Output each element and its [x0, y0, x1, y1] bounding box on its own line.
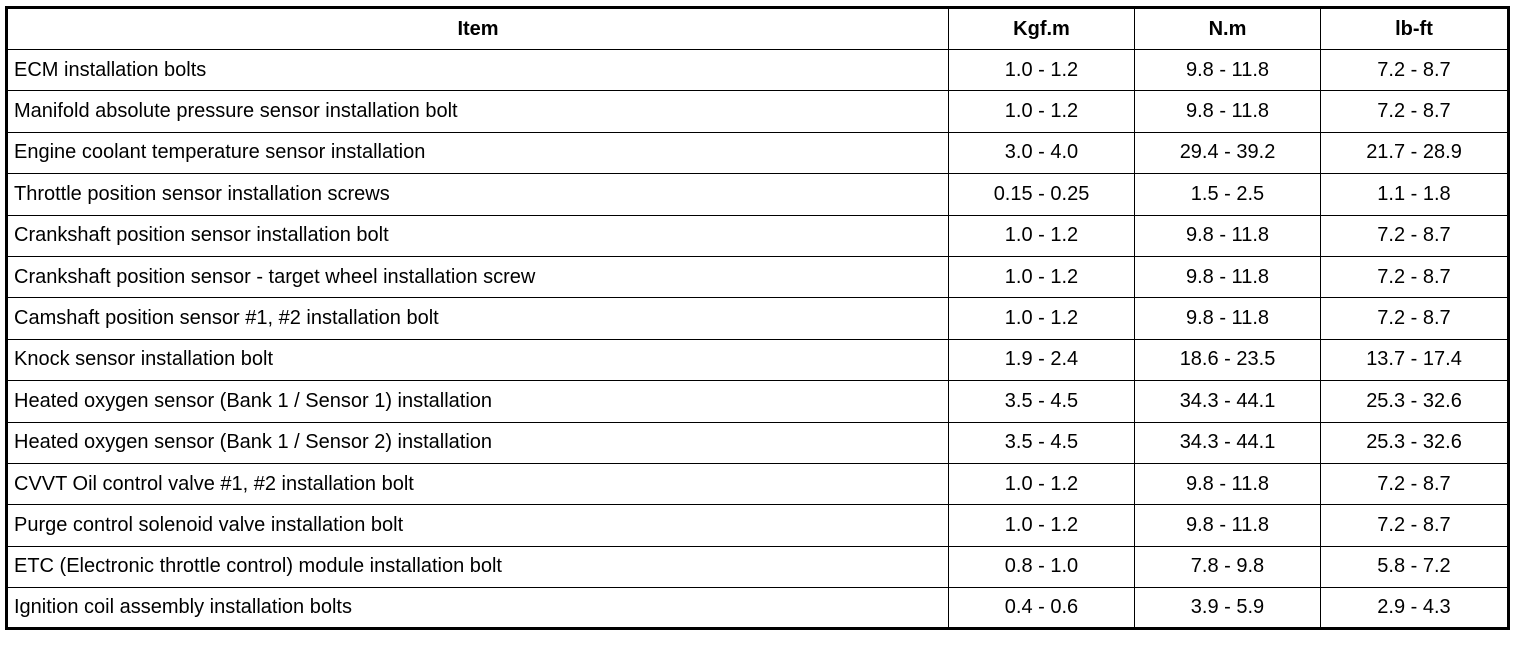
- cell-nm: 34.3 - 44.1: [1134, 421, 1321, 464]
- header-lbft: lb-ft: [1320, 7, 1509, 50]
- cell-kgfm: 3.0 - 4.0: [948, 131, 1135, 175]
- cell-kgfm: 1.0 - 1.2: [948, 214, 1135, 257]
- cell-item: Manifold absolute pressure sensor instal…: [6, 90, 949, 133]
- cell-kgfm: 1.0 - 1.2: [948, 297, 1135, 340]
- cell-kgfm: 1.0 - 1.2: [948, 504, 1135, 547]
- table-row: Heated oxygen sensor (Bank 1 / Sensor 2)…: [6, 421, 1509, 464]
- cell-lbft: 21.7 - 28.9: [1320, 131, 1509, 175]
- table-row: Purge control solenoid valve installatio…: [6, 504, 1509, 547]
- table-row: ETC (Electronic throttle control) module…: [6, 545, 1509, 589]
- cell-item: CVVT Oil control valve #1, #2 installati…: [6, 462, 949, 506]
- table-row: Manifold absolute pressure sensor instal…: [6, 90, 1509, 133]
- cell-nm: 7.8 - 9.8: [1134, 545, 1321, 589]
- table-row: Crankshaft position sensor installation …: [6, 214, 1509, 257]
- cell-kgfm: 0.8 - 1.0: [948, 545, 1135, 589]
- table-row: Ignition coil assembly installation bolt…: [6, 587, 1509, 630]
- cell-lbft: 7.2 - 8.7: [1320, 255, 1509, 299]
- cell-nm: 18.6 - 23.5: [1134, 338, 1321, 382]
- cell-item: Knock sensor installation bolt: [6, 338, 949, 382]
- torque-spec-table: Item Kgf.m N.m lb-ft ECM installation bo…: [5, 6, 1510, 631]
- cell-nm: 9.8 - 11.8: [1134, 297, 1321, 340]
- table-row: Heated oxygen sensor (Bank 1 / Sensor 1)…: [6, 380, 1509, 423]
- cell-lbft: 13.7 - 17.4: [1320, 338, 1509, 382]
- cell-item: Ignition coil assembly installation bolt…: [6, 587, 949, 630]
- cell-item: Engine coolant temperature sensor instal…: [6, 131, 949, 175]
- cell-nm: 34.3 - 44.1: [1134, 380, 1321, 423]
- table-row: Engine coolant temperature sensor instal…: [6, 131, 1509, 175]
- cell-kgfm: 0.4 - 0.6: [948, 587, 1135, 630]
- cell-kgfm: 1.0 - 1.2: [948, 255, 1135, 299]
- cell-kgfm: 0.15 - 0.25: [948, 173, 1135, 216]
- table-row: Knock sensor installation bolt 1.9 - 2.4 1…: [6, 338, 1509, 382]
- cell-nm: 9.8 - 11.8: [1134, 504, 1321, 547]
- cell-kgfm: 1.0 - 1.2: [948, 462, 1135, 506]
- header-nm: N.m: [1134, 7, 1321, 50]
- cell-item: Heated oxygen sensor (Bank 1 / Sensor 2)…: [6, 421, 949, 464]
- cell-lbft: 7.2 - 8.7: [1320, 48, 1509, 92]
- cell-nm: 9.8 - 11.8: [1134, 255, 1321, 299]
- cell-item: ETC (Electronic throttle control) module…: [6, 545, 949, 589]
- cell-kgfm: 3.5 - 4.5: [948, 421, 1135, 464]
- cell-nm: 9.8 - 11.8: [1134, 214, 1321, 257]
- cell-item: Purge control solenoid valve installatio…: [6, 504, 949, 547]
- cell-nm: 29.4 - 39.2: [1134, 131, 1321, 175]
- header-kgfm: Kgf.m: [948, 7, 1135, 50]
- cell-lbft: 5.8 - 7.2: [1320, 545, 1509, 589]
- cell-nm: 9.8 - 11.8: [1134, 462, 1321, 506]
- cell-item: Heated oxygen sensor (Bank 1 / Sensor 1)…: [6, 380, 949, 423]
- cell-item: Camshaft position sensor #1, #2 installa…: [6, 297, 949, 340]
- cell-nm: 3.9 - 5.9: [1134, 587, 1321, 630]
- table-row: ECM installation bolts 1.0 - 1.2 9.8 - 11.…: [6, 48, 1509, 92]
- cell-nm: 1.5 - 2.5: [1134, 173, 1321, 216]
- cell-item: Crankshaft position sensor - target whee…: [6, 255, 949, 299]
- cell-item: Throttle position sensor installation sc…: [6, 173, 949, 216]
- header-row: Item Kgf.m N.m lb-ft: [6, 7, 1509, 50]
- cell-kgfm: 1.0 - 1.2: [948, 90, 1135, 133]
- cell-lbft: 7.2 - 8.7: [1320, 90, 1509, 133]
- cell-kgfm: 1.0 - 1.2: [948, 48, 1135, 92]
- cell-lbft: 1.1 - 1.8: [1320, 173, 1509, 216]
- cell-lbft: 7.2 - 8.7: [1320, 462, 1509, 506]
- table-row: Camshaft position sensor #1, #2 installa…: [6, 297, 1509, 340]
- cell-kgfm: 1.9 - 2.4: [948, 338, 1135, 382]
- cell-lbft: 2.9 - 4.3: [1320, 587, 1509, 630]
- cell-lbft: 25.3 - 32.6: [1320, 380, 1509, 423]
- table-row: Throttle position sensor installation sc…: [6, 173, 1509, 216]
- header-item: Item: [6, 7, 949, 50]
- cell-nm: 9.8 - 11.8: [1134, 90, 1321, 133]
- cell-lbft: 7.2 - 8.7: [1320, 297, 1509, 340]
- cell-item: Crankshaft position sensor installation …: [6, 214, 949, 257]
- cell-lbft: 7.2 - 8.7: [1320, 504, 1509, 547]
- cell-item: ECM installation bolts: [6, 48, 949, 92]
- table-row: CVVT Oil control valve #1, #2 installati…: [6, 462, 1509, 506]
- cell-nm: 9.8 - 11.8: [1134, 48, 1321, 92]
- cell-lbft: 25.3 - 32.6: [1320, 421, 1509, 464]
- table-row: Crankshaft position sensor - target whee…: [6, 255, 1509, 299]
- cell-lbft: 7.2 - 8.7: [1320, 214, 1509, 257]
- cell-kgfm: 3.5 - 4.5: [948, 380, 1135, 423]
